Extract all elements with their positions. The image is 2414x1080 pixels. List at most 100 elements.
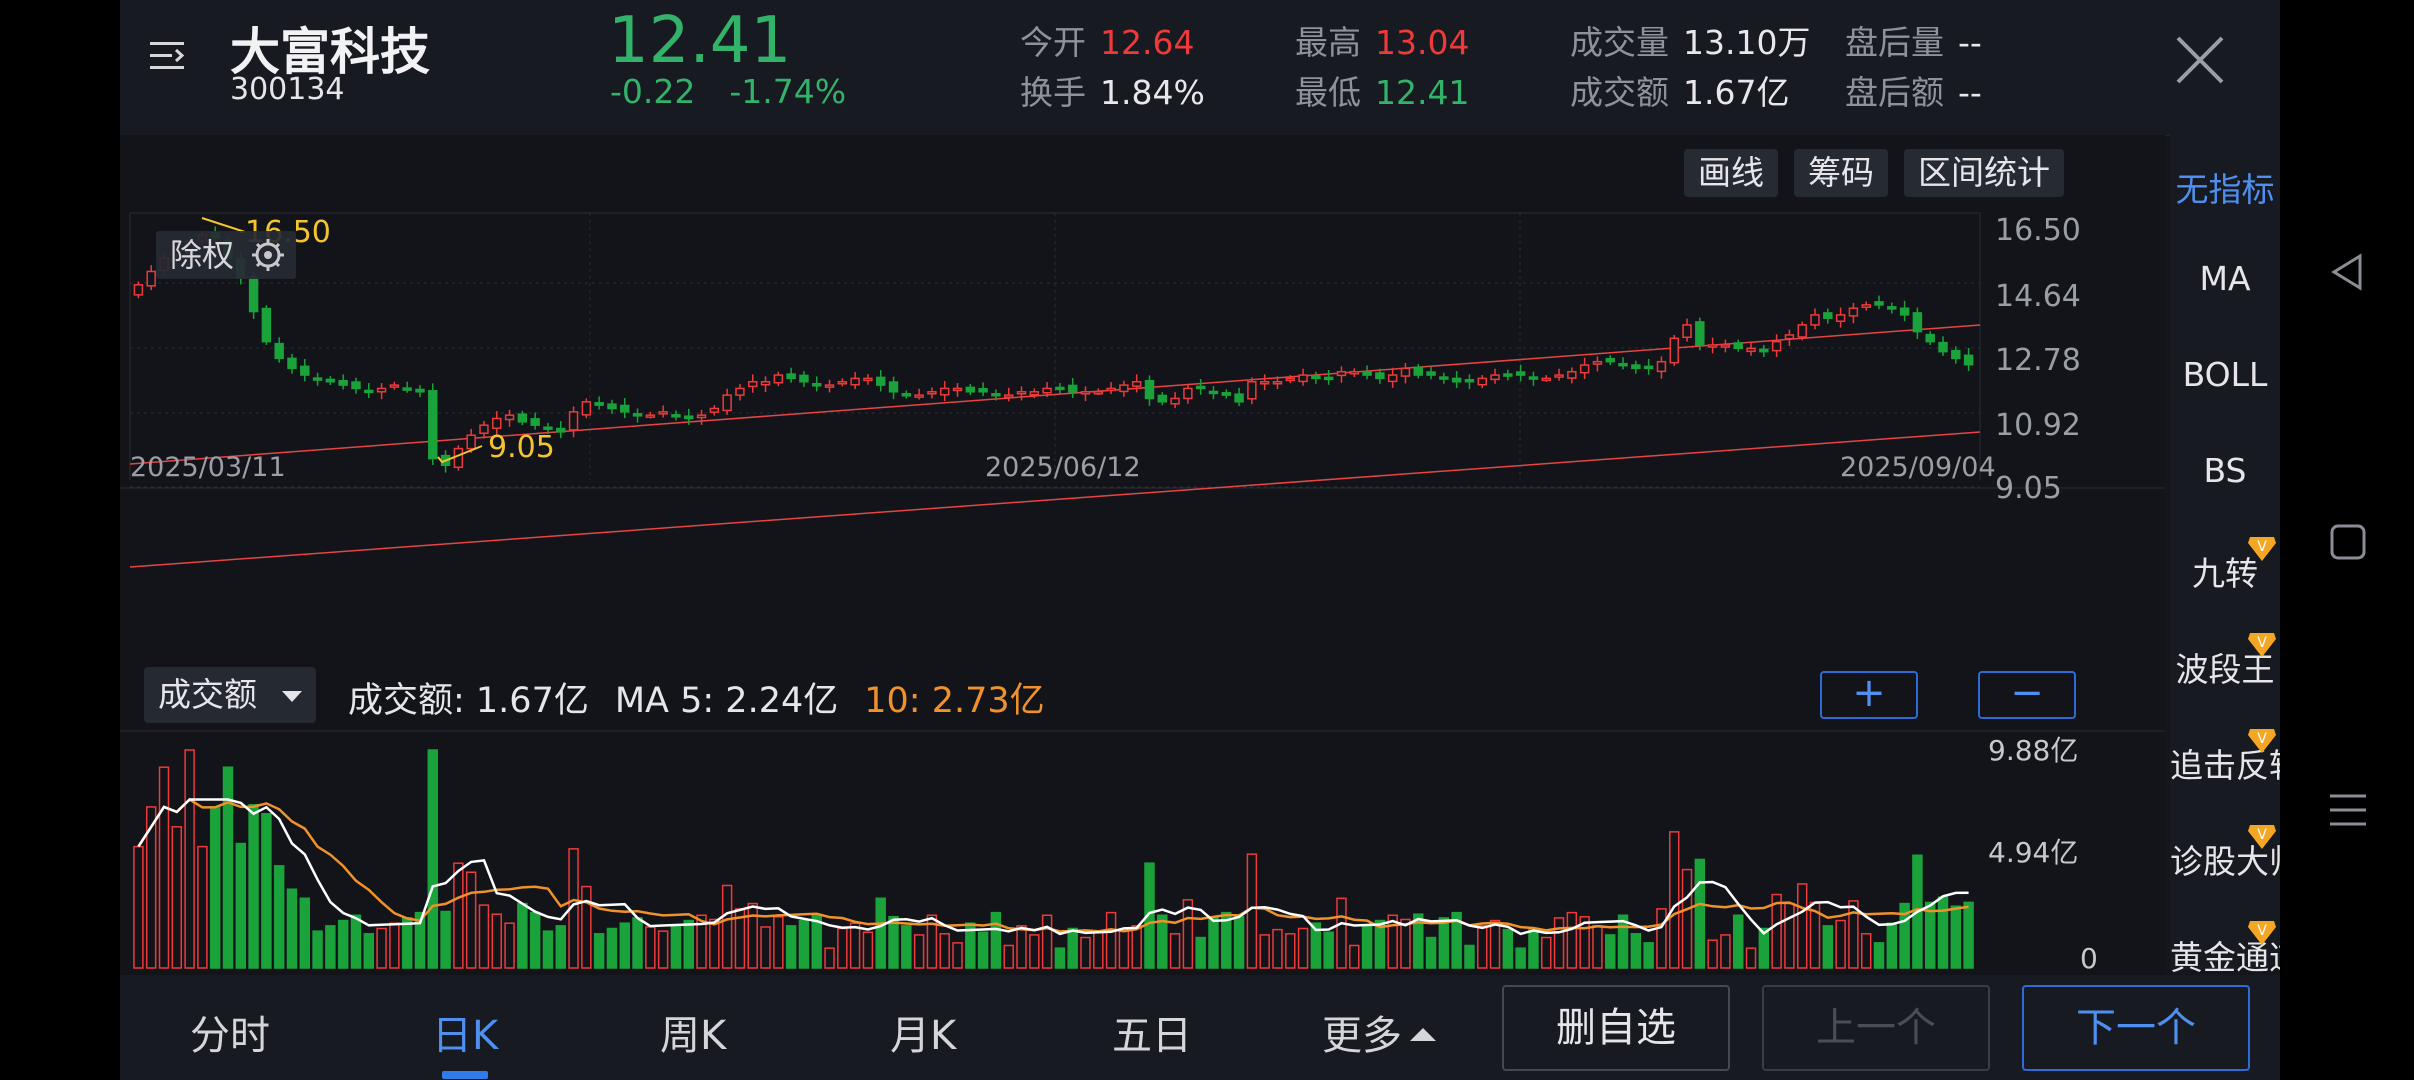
- volume-bar: [1310, 922, 1322, 969]
- tab-daily-k[interactable]: 日K: [432, 1013, 499, 1059]
- recent-apps-icon[interactable]: [2328, 790, 2368, 830]
- volume-bar: [1860, 933, 1872, 969]
- volume-bar: [1541, 936, 1552, 969]
- stock-code: 300134: [230, 72, 345, 107]
- volume-bar: [1643, 942, 1654, 969]
- zoom-in-button[interactable]: +: [1820, 671, 1918, 719]
- volume-bar: [1349, 944, 1360, 969]
- volume-bar: [773, 916, 784, 969]
- tab-more-label: 更多: [1322, 1013, 1402, 1059]
- volume-bar: [1425, 936, 1437, 969]
- tab-more[interactable]: 更多: [1322, 1003, 1436, 1061]
- volume-bar: [1374, 919, 1386, 969]
- candle-body: [1848, 307, 1859, 317]
- indicator-boduanwang[interactable]: 波段王: [2175, 650, 2275, 689]
- volume-bar: [133, 845, 144, 969]
- stat-label: 盘后额: [1845, 73, 1944, 112]
- candle-body: [965, 386, 976, 393]
- change-value: -0.22: [610, 72, 696, 111]
- indicator-none[interactable]: 无指标: [2175, 170, 2275, 209]
- indicator-ma[interactable]: MA: [2199, 259, 2251, 298]
- candles: [133, 226, 1974, 473]
- zoom-out-button[interactable]: −: [1978, 671, 2076, 719]
- dropdown-arrow-icon: [282, 691, 302, 702]
- menu-icon[interactable]: [148, 38, 188, 74]
- volume-bar: [1937, 896, 1949, 969]
- y-tick: 9.05: [1995, 471, 2062, 506]
- volume-bar: [1464, 944, 1475, 969]
- vip-badge-icon: V: [2248, 825, 2276, 849]
- volume-bar: [350, 914, 362, 969]
- close-icon[interactable]: [2170, 30, 2230, 90]
- settings-gear-icon[interactable]: [252, 239, 284, 271]
- candle-body: [568, 411, 579, 431]
- indicator-boll[interactable]: BOLL: [2182, 355, 2268, 394]
- candle-body: [530, 418, 540, 426]
- volume-bar: [849, 922, 861, 969]
- adjust-toggle[interactable]: 除权: [156, 231, 296, 279]
- volume-bar: [593, 933, 605, 969]
- remove-watchlist-button[interactable]: 删自选: [1502, 985, 1730, 1071]
- candle-body: [1720, 344, 1731, 348]
- y-tick: 14.64: [1995, 279, 2081, 314]
- previous-stock-button[interactable]: 上一个: [1762, 985, 1990, 1071]
- tab-monthly-k[interactable]: 月K: [890, 1013, 957, 1059]
- tab-intraday[interactable]: 分时: [190, 1013, 270, 1059]
- candle-body: [1298, 374, 1308, 383]
- volume-bar: [1413, 913, 1424, 969]
- volume-bar: [888, 916, 899, 969]
- volume-bar: [376, 927, 387, 969]
- volume-bar: [747, 902, 758, 969]
- candle-body: [133, 284, 144, 296]
- volume-bar: [1784, 902, 1795, 969]
- candle-body: [492, 417, 502, 429]
- candle-body: [1784, 334, 1795, 340]
- volume-bar: [1771, 893, 1782, 969]
- volume-header: 成交额 成交额: 1.67亿 MA 5: 2.24亿 10: 2.73亿 + −: [120, 650, 2165, 740]
- candle-body: [1771, 340, 1782, 352]
- candle-body: [1093, 391, 1104, 395]
- volume-indicator-select[interactable]: 成交额: [144, 667, 316, 723]
- adjust-label: 除权: [170, 236, 234, 274]
- candle-body: [1247, 380, 1257, 400]
- candle-body: [146, 270, 156, 287]
- volume-bar: [1054, 947, 1066, 969]
- next-stock-button[interactable]: 下一个: [2022, 985, 2250, 1071]
- indicator-jiuzhuan[interactable]: 九转: [2192, 554, 2258, 593]
- candle-body: [939, 387, 950, 396]
- volume-bar: [1233, 916, 1245, 969]
- tab-five-day[interactable]: 五日: [1112, 1013, 1192, 1059]
- vip-badge-icon: V: [2248, 633, 2276, 657]
- volume-bar: [1285, 933, 1296, 969]
- candle-body: [389, 384, 400, 388]
- x-tick: 2025/06/12: [985, 452, 1141, 483]
- chips-button[interactable]: 筹码: [1794, 149, 1888, 197]
- volume-bar: [363, 933, 375, 969]
- home-icon[interactable]: [2328, 522, 2368, 562]
- candle-body: [287, 357, 297, 370]
- volume-chart[interactable]: 9.88亿 4.94亿 0: [120, 730, 2165, 975]
- candle-body: [1567, 370, 1577, 379]
- tab-weekly-k[interactable]: 周K: [660, 1013, 727, 1059]
- volume-bar: [453, 862, 464, 969]
- volume-bar: [785, 925, 797, 969]
- draw-line-button[interactable]: 画线: [1684, 149, 1778, 197]
- volume-bar: [1297, 927, 1309, 969]
- candle-body: [1592, 360, 1603, 365]
- volume-bar: [901, 925, 912, 969]
- kline-chart[interactable]: 16.50 14.64 12.78 10.92 9.05 2025/03/11 …: [120, 210, 2165, 590]
- volume-bar: [760, 926, 771, 969]
- volume-bar: [325, 925, 336, 969]
- range-stats-button[interactable]: 区间统计: [1904, 149, 2064, 197]
- volume-bar: [824, 947, 835, 969]
- indicator-bs[interactable]: BS: [2203, 451, 2247, 490]
- candle-body: [786, 373, 796, 380]
- back-icon[interactable]: [2328, 252, 2368, 292]
- volume-bar: [1336, 897, 1347, 969]
- candle-body: [1643, 365, 1654, 370]
- candle-body: [914, 394, 924, 398]
- indicator-panel: 无指标 MA BOLL BS 九转 波段王 追击反转 诊股大师 黄金通道 V V…: [2170, 135, 2302, 977]
- stat-label: 换手: [1020, 73, 1086, 112]
- volume-bar: [145, 806, 157, 969]
- candle-body: [1067, 384, 1078, 393]
